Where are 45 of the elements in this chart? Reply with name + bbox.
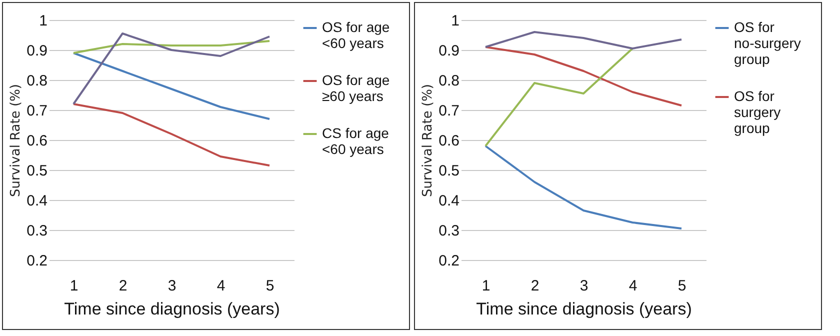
x-axis-title: Time since diagnosis (years) [476, 300, 692, 318]
x-tick-label: 5 [266, 278, 274, 294]
line-series [484, 31, 682, 50]
legend-label: OS for surgery group [734, 88, 781, 136]
x-tick-label: 1 [482, 278, 490, 294]
x-tick-label: 1 [70, 278, 78, 294]
x-tick-label: 3 [580, 278, 588, 294]
line-series [72, 32, 270, 105]
y-tick-label: 0.3 [438, 222, 460, 240]
x-tick-label: 2 [530, 278, 540, 294]
x-tick-label: 4 [628, 278, 638, 294]
line-series [72, 40, 270, 54]
y-tick-label: 1 [451, 12, 460, 30]
legend-label: OS for age ≥60 years [322, 72, 390, 104]
legend-label: OS for age <60 years [322, 19, 390, 51]
x-axis-title: Time since diagnosis (years) [64, 300, 280, 318]
y-tick-label: 0.4 [438, 192, 460, 210]
y-axis-title: Survival Rate (%) [8, 84, 24, 197]
y-tick-label: 0.9 [26, 42, 48, 60]
y-tick-label: 0.7 [438, 102, 460, 120]
legend-label: CS for age <60 years [322, 125, 390, 157]
x-tick-label: 5 [678, 278, 686, 294]
y-tick-label: 0.8 [26, 72, 48, 90]
y-tick-label: 1 [39, 12, 48, 30]
y-tick-label: 0.7 [26, 102, 48, 120]
line-series [484, 48, 634, 147]
y-tick-label: 0.2 [438, 252, 460, 270]
x-tick-label: 2 [118, 278, 128, 294]
y-tick-label: 0.5 [438, 162, 460, 180]
line-series [484, 46, 682, 106]
y-tick-label: 0.9 [438, 42, 460, 60]
y-tick-label: 0.3 [26, 222, 48, 240]
legend-label: OS for no-surgery group [734, 19, 801, 67]
y-tick-label: 0.6 [438, 132, 460, 150]
line-series [484, 145, 682, 230]
line-series [72, 103, 270, 166]
x-tick-label: 3 [168, 278, 176, 294]
y-tick-label: 0.4 [26, 192, 48, 210]
y-tick-label: 0.8 [438, 72, 460, 90]
y-tick-label: 0.6 [26, 132, 48, 150]
y-tick-label: 0.5 [26, 162, 48, 180]
y-axis-title: Survival Rate (%) [420, 84, 436, 197]
line-series [72, 52, 270, 120]
x-tick-label: 4 [216, 278, 226, 294]
y-tick-label: 0.2 [26, 252, 48, 270]
